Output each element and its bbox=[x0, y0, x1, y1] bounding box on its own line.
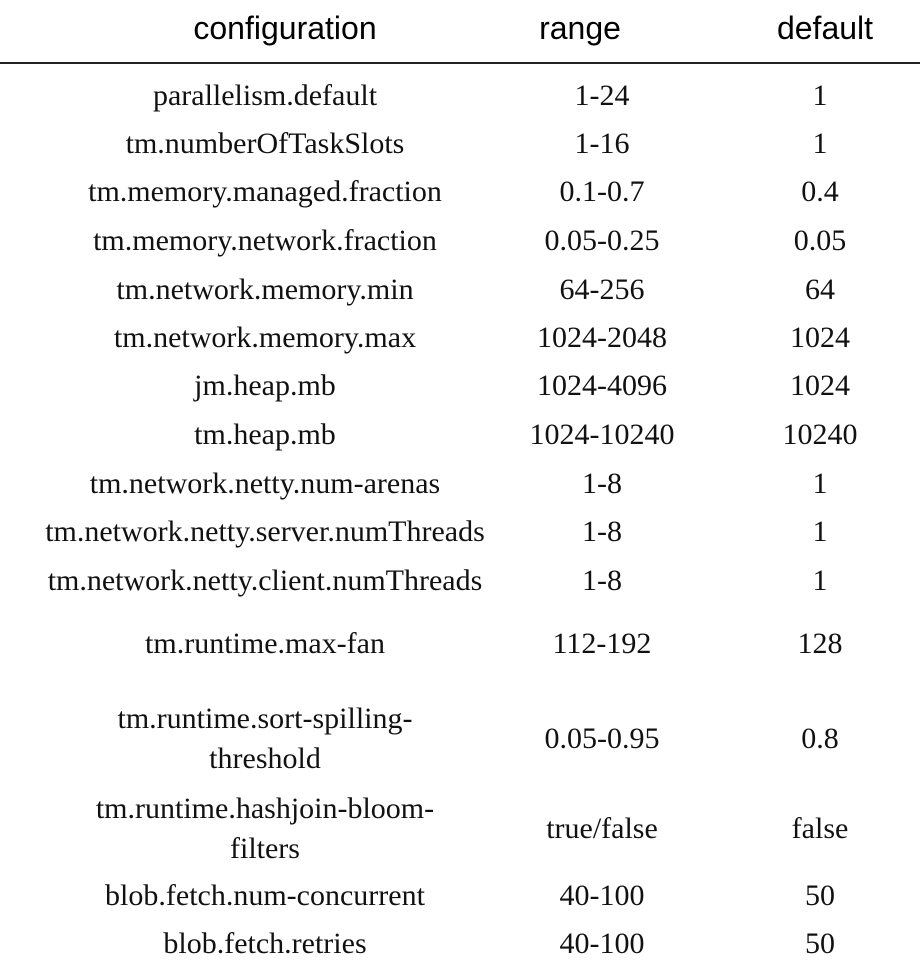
cell-range: 1-8 bbox=[582, 515, 622, 548]
cell-range: 1-8 bbox=[582, 564, 622, 597]
cell-configuration-line: tm.runtime.hashjoin-bloom- bbox=[95, 792, 435, 825]
cell-default: 50 bbox=[805, 927, 835, 960]
cell-range: 1-16 bbox=[574, 127, 630, 160]
cell-range: 1-8 bbox=[582, 467, 622, 500]
cell-default: 1024 bbox=[790, 321, 850, 354]
cell-configuration: tm.network.memory.max bbox=[113, 321, 417, 354]
table-row: tm.numberOfTaskSlots 1-16 1 bbox=[0, 120, 920, 168]
cell-default: 64 bbox=[805, 273, 835, 306]
header-configuration: configuration bbox=[193, 10, 377, 46]
cell-range: 64-256 bbox=[559, 273, 645, 306]
cell-default: 1 bbox=[812, 515, 828, 548]
cell-default: 0.8 bbox=[801, 722, 839, 755]
cell-range: 1024-4096 bbox=[537, 369, 667, 402]
table-row: blob.fetch.retries 40-100 50 bbox=[0, 920, 920, 968]
cell-configuration-line: tm.runtime.sort-spilling- bbox=[117, 702, 413, 735]
cell-configuration: tm.memory.managed.fraction bbox=[88, 175, 442, 208]
table-row: tm.runtime.max-fan 112-192 128 bbox=[0, 620, 920, 668]
cell-configuration: tm.runtime.sort-spilling- threshold bbox=[10, 699, 520, 779]
cell-configuration: tm.runtime.hashjoin-bloom- filters bbox=[10, 789, 520, 869]
table-row: tm.memory.network.fraction 0.05-0.25 0.0… bbox=[0, 217, 920, 265]
cell-default: 128 bbox=[797, 627, 843, 660]
cell-default: 1 bbox=[812, 127, 828, 160]
cell-configuration: blob.fetch.num-concurrent bbox=[105, 879, 425, 912]
cell-configuration: tm.network.memory.min bbox=[116, 273, 414, 306]
table-row: tm.network.memory.min 64-256 64 bbox=[0, 266, 920, 314]
table-row: tm.network.netty.server.numThreads 1-8 1 bbox=[0, 508, 920, 556]
cell-default: 1 bbox=[812, 467, 828, 500]
cell-range: 40-100 bbox=[559, 927, 645, 960]
cell-range: 1-24 bbox=[574, 79, 630, 112]
table-row: tm.runtime.hashjoin-bloom- filters true/… bbox=[0, 784, 920, 874]
cell-configuration: tm.numberOfTaskSlots bbox=[125, 127, 405, 160]
cell-configuration: tm.heap.mb bbox=[194, 418, 336, 451]
cell-default: false bbox=[791, 812, 849, 845]
cell-configuration: tm.network.netty.server.numThreads bbox=[45, 515, 485, 548]
table-row: tm.network.netty.client.numThreads 1-8 1 bbox=[0, 557, 920, 605]
cell-configuration: blob.fetch.retries bbox=[163, 927, 367, 960]
header-default: default bbox=[776, 10, 874, 46]
cell-range: 1024-2048 bbox=[537, 321, 667, 354]
cell-default: 0.05 bbox=[793, 224, 847, 257]
cell-range: 0.05-0.25 bbox=[544, 224, 660, 257]
cell-range: 1024-10240 bbox=[529, 418, 675, 451]
cell-default: 50 bbox=[805, 879, 835, 912]
cell-default: 1 bbox=[812, 564, 828, 597]
cell-configuration: tm.network.netty.client.numThreads bbox=[47, 564, 483, 597]
table-row: jm.heap.mb 1024-4096 1024 bbox=[0, 362, 920, 410]
table-row: tm.memory.managed.fraction 0.1-0.7 0.4 bbox=[0, 168, 920, 216]
cell-configuration-line: threshold bbox=[209, 742, 321, 775]
table-row: tm.heap.mb 1024-10240 10240 bbox=[0, 411, 920, 459]
cell-configuration: tm.runtime.max-fan bbox=[145, 627, 385, 660]
table-row: tm.network.netty.num-arenas 1-8 1 bbox=[0, 460, 920, 508]
cell-range: 40-100 bbox=[559, 879, 645, 912]
cell-default: 1 bbox=[812, 79, 828, 112]
table-header: configuration range default bbox=[0, 0, 920, 64]
header-range: range bbox=[539, 10, 621, 46]
cell-configuration: tm.memory.network.fraction bbox=[93, 224, 437, 257]
cell-configuration-line: filters bbox=[230, 832, 300, 865]
cell-default: 10240 bbox=[782, 418, 858, 451]
table-row: parallelism.default 1-24 1 bbox=[0, 72, 920, 120]
cell-default: 1024 bbox=[790, 369, 850, 402]
cell-default: 0.4 bbox=[801, 175, 839, 208]
cell-range: 0.05-0.95 bbox=[544, 722, 660, 755]
table-row: tm.runtime.sort-spilling- threshold 0.05… bbox=[0, 694, 920, 784]
cell-range: 0.1-0.7 bbox=[559, 175, 645, 208]
cell-range: 112-192 bbox=[552, 627, 652, 660]
cell-configuration: tm.network.netty.num-arenas bbox=[89, 467, 441, 500]
cell-configuration: parallelism.default bbox=[152, 79, 378, 112]
cell-range: true/false bbox=[546, 812, 658, 845]
table-row: tm.network.memory.max 1024-2048 1024 bbox=[0, 314, 920, 362]
table-row: blob.fetch.num-concurrent 40-100 50 bbox=[0, 872, 920, 920]
cell-configuration: jm.heap.mb bbox=[194, 369, 336, 402]
